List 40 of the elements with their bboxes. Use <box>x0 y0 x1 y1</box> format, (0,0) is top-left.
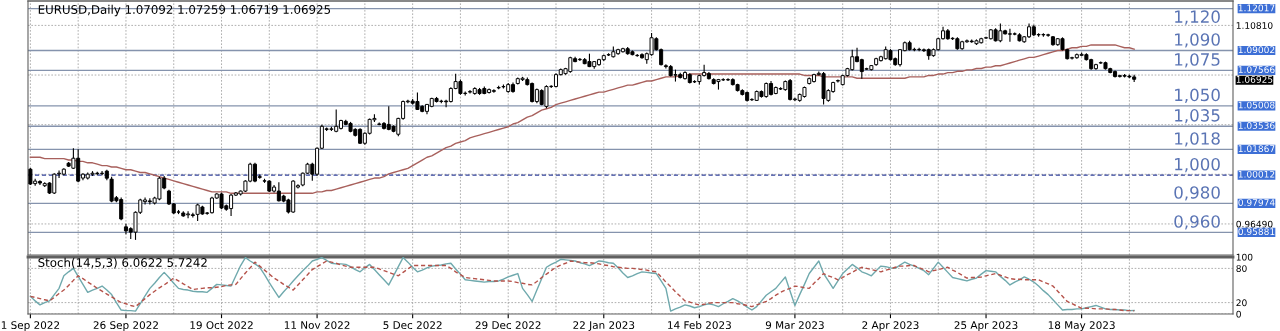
x-tick-label: 1 Sep 2022 <box>1 321 60 331</box>
text: 1,000 <box>1175 157 1220 173</box>
y-tick-label: 0.96490 <box>1236 220 1273 228</box>
text: 1,050 <box>1175 88 1220 103</box>
x-tick-label: 18 May 2023 <box>1048 321 1115 331</box>
ref-line-label: 0.95881 <box>1238 228 1275 236</box>
x-tick-label: 26 Sep 2022 <box>93 321 158 331</box>
x-tick-label: 11 Nov 2022 <box>284 321 350 330</box>
x-tick-label: 29 Dec 2022 <box>475 321 541 330</box>
x-tick-label: 14 Feb 2023 <box>668 320 731 330</box>
text: 1,090 <box>1175 33 1220 48</box>
y-tick-label: 1.06925 <box>1236 76 1273 83</box>
ref-line-label: 1.09002 <box>1238 46 1275 54</box>
chart-title: EURUSD,Daily 1.07092 1.07259 1.06719 1.06925 <box>38 4 331 17</box>
ref-line-label: 1.05008 <box>1238 101 1275 109</box>
y-tick-label: 0 <box>1236 310 1241 318</box>
y-tick-label: 80 <box>1236 265 1247 272</box>
x-tick-label: 2 Apr 2023 <box>862 321 919 331</box>
text: 1,018 <box>1175 132 1220 147</box>
ref-line-label: 1.00012 <box>1238 170 1275 178</box>
text: 0,980 <box>1174 186 1220 201</box>
ref-line-label: 1.07566 <box>1238 66 1275 73</box>
chart-title: Stoch(14,5,3) 6.0622 5.7242 <box>38 257 207 269</box>
y-tick-label: 20 <box>1236 299 1247 307</box>
x-tick-label: 19 Oct 2022 <box>190 321 253 330</box>
x-tick-label: 25 Apr 2023 <box>954 321 1018 331</box>
ref-line-label: 1.01867 <box>1238 145 1275 153</box>
text: 1,120 <box>1175 10 1220 25</box>
text: 0,960 <box>1174 215 1220 230</box>
y-tick-label: 100 <box>1236 253 1253 261</box>
ref-line-label: 1.03536 <box>1238 122 1275 129</box>
ref-line-label: 0.97974 <box>1238 199 1275 206</box>
text: 1,075 <box>1175 53 1220 68</box>
candlestick <box>491 88 496 94</box>
ref-line-label: 1.12017 <box>1238 4 1275 12</box>
text: 1,035 <box>1175 109 1220 124</box>
y-tick-label: 1.10810 <box>1236 22 1273 29</box>
x-tick-label: 5 Dec 2022 <box>383 321 442 330</box>
x-tick-label: 22 Jan 2023 <box>573 321 635 331</box>
x-tick-label: 9 Mar 2023 <box>765 321 824 330</box>
